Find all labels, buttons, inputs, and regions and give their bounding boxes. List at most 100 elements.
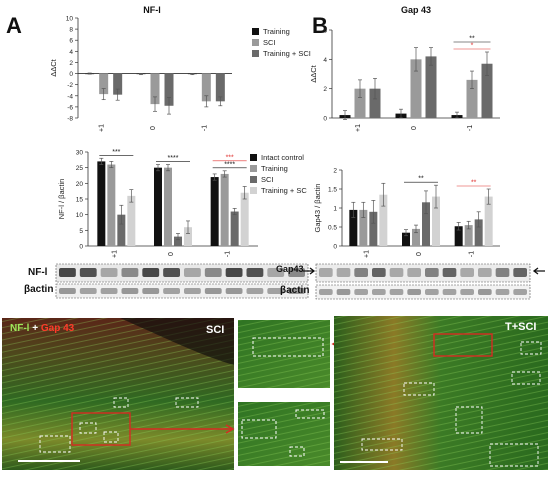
legend-swatch (252, 39, 259, 46)
blot-band (407, 268, 421, 277)
nf-blot-label: NF-l (28, 267, 48, 278)
chart-title: NF-l (143, 5, 161, 15)
y-tick-label: 10 (76, 212, 84, 219)
nf-ddct-chart: NF-l -8 -6 -4 -2 0 2 4 6 8 10 ΔΔCt +1 0 -1 Training SCI T… (49, 5, 311, 132)
blot-band (79, 268, 97, 277)
roi-box (455, 406, 483, 434)
y-tick-label: 4 (69, 49, 73, 56)
y-tick-label: 1.5 (328, 187, 337, 194)
blot-band (354, 289, 368, 295)
y-tick-label: 0 (333, 244, 337, 251)
bar (230, 211, 239, 246)
blot-band (163, 288, 180, 294)
blot-band (460, 289, 474, 295)
bar (201, 73, 211, 102)
legend-swatch (252, 50, 259, 57)
gap-ddct-chart: Gap 43 0 2 4 6 ΔΔCt +1 0 -1 *** (309, 5, 500, 132)
nf-western-blot: NF-l βactin (24, 263, 309, 299)
y-tick-label: -4 (67, 93, 73, 100)
y-tick-label: 30 (76, 150, 84, 157)
bar (369, 211, 378, 246)
y-tick-label: 0 (69, 71, 73, 78)
nf-actin-label: βactin (24, 284, 53, 295)
legend-nf: NF-l (10, 323, 30, 334)
bar (220, 173, 229, 246)
x-tick-label: +1 (99, 124, 106, 132)
y-tick-label: 0 (323, 116, 327, 123)
roi-box (113, 397, 129, 408)
blot-band (267, 288, 285, 294)
significance-marker: ** (471, 180, 477, 187)
legend-label: SCI (263, 38, 276, 47)
blot-band (389, 268, 404, 277)
blot-band (372, 268, 386, 277)
blot-band (407, 289, 421, 295)
bar (174, 236, 182, 246)
y-tick-label: 2 (69, 60, 73, 67)
y-axis-label: ΔΔCt (309, 64, 318, 82)
gap-western-blot: Gap43 βactin (276, 263, 545, 300)
bar (432, 196, 440, 246)
x-tick-label: +1 (363, 250, 370, 258)
blot-band (267, 268, 285, 277)
zoom-arrow-left (130, 424, 235, 434)
significance-marker: ** (418, 176, 424, 183)
blot-band (246, 288, 264, 294)
blot-band (513, 268, 527, 277)
y-tick-label: 20 (76, 181, 84, 188)
micrograph-sci: NF-l + Gap 43 SCI (2, 318, 234, 470)
blot-band (319, 289, 333, 295)
significance-marker: *** (226, 154, 234, 161)
bar (99, 73, 109, 95)
roi-box (295, 409, 325, 419)
significance-marker: **** (168, 155, 179, 162)
y-tick-label: 8 (69, 27, 73, 34)
bar (484, 196, 493, 246)
bar (240, 192, 249, 246)
significance-marker: * (471, 43, 474, 50)
bar (164, 167, 172, 246)
blot-band (100, 288, 118, 294)
y-axis-label: ΔΔCt (49, 58, 58, 76)
legend-swatch (250, 176, 257, 183)
blot-band (225, 268, 243, 277)
micrograph-sci-dark-region (120, 318, 234, 365)
micrograph-t-sci-label: T+SCI (505, 321, 536, 333)
y-tick-label: 6 (69, 38, 73, 45)
x-tick-label: -1 (469, 251, 476, 257)
y-tick-label: -8 (67, 116, 73, 123)
legend-label: Training + SC (261, 186, 307, 195)
y-tick-label: 5 (79, 228, 83, 235)
x-tick-label: 0 (150, 126, 157, 130)
blot-band (425, 268, 439, 277)
bar (97, 161, 106, 246)
x-tick-label: 0 (168, 252, 175, 256)
bar (184, 227, 192, 246)
bar (425, 56, 437, 118)
nf-actin-strip (55, 283, 309, 299)
roi-box (39, 435, 71, 453)
blot-band (425, 289, 439, 295)
blot-band (442, 289, 457, 295)
bar (164, 73, 174, 106)
blot-band (513, 289, 527, 295)
micrograph-sci-label: SCI (206, 324, 224, 336)
x-tick-label: 0 (416, 252, 423, 256)
bar (127, 195, 136, 246)
y-tick-label: 6 (323, 28, 327, 35)
y-tick-label: 15 (76, 197, 84, 204)
y-tick-label: 25 (76, 165, 84, 172)
legend-plus: + (29, 323, 40, 334)
blot-band (372, 289, 386, 295)
blot-band (319, 268, 333, 277)
bar (150, 73, 160, 105)
blot-band (100, 268, 118, 277)
roi-box (175, 397, 199, 408)
roi-box (103, 431, 119, 443)
blot-band (495, 289, 510, 295)
legend-gap: Gap 43 (41, 323, 75, 334)
blot-band (184, 268, 201, 277)
blot-band (121, 288, 139, 294)
y-tick-label: 1 (333, 206, 337, 213)
